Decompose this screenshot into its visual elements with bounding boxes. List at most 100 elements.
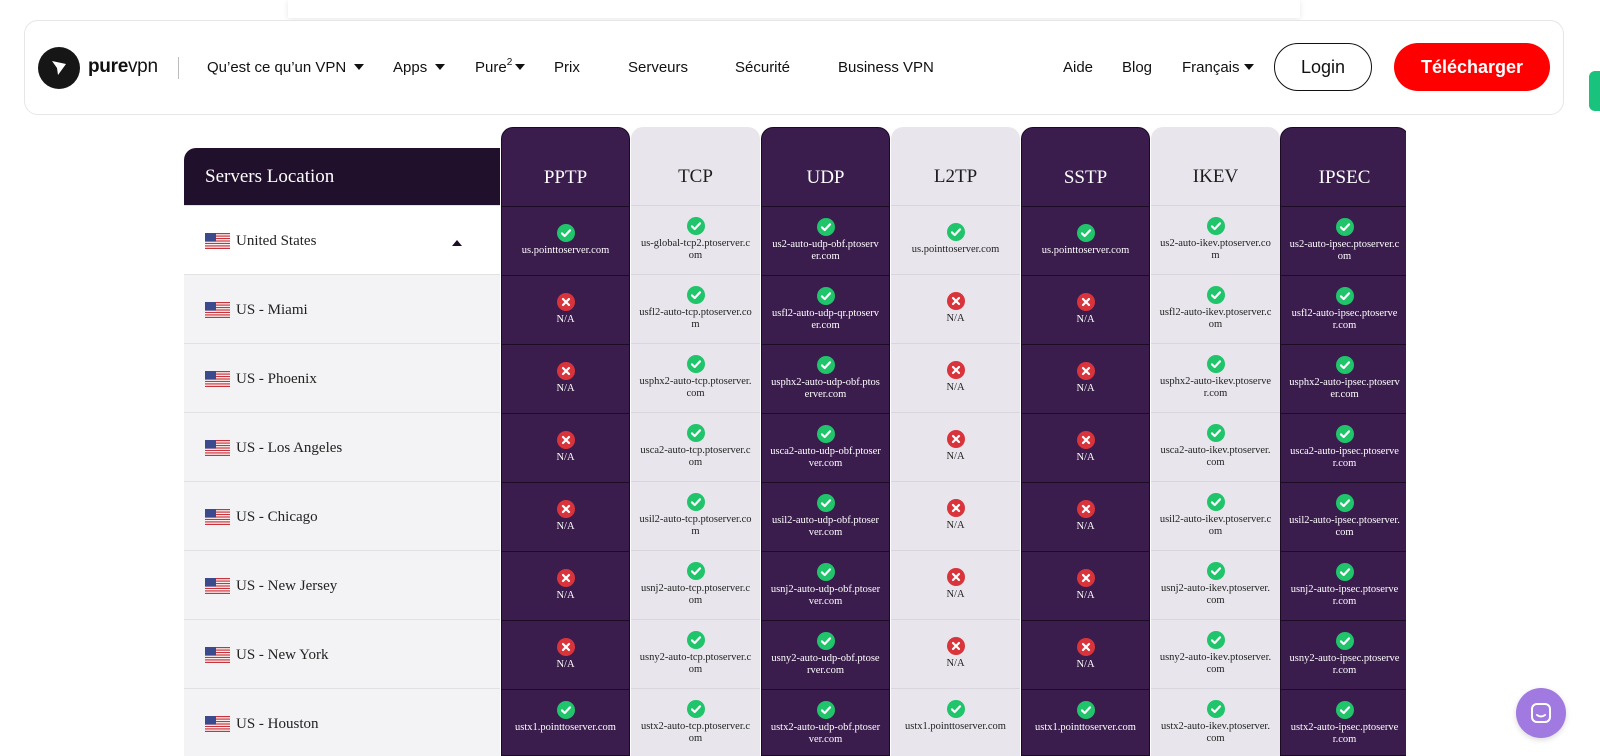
protocol-column-title: TCP	[678, 166, 713, 187]
protocol-column-title: SSTP	[1063, 167, 1108, 188]
check-circle-icon	[816, 494, 835, 512]
nav-item-label: Qu’est ce qu’un VPN	[207, 59, 347, 76]
server-cell: usny2-auto-ipsec.ptoserver.com	[1281, 620, 1406, 689]
location-row[interactable]: US - Miami	[184, 274, 500, 343]
server-hostname: usnj2-auto-udp-obf.ptoserver.com	[770, 584, 881, 607]
nav-item-label: Sécurité	[735, 59, 791, 76]
protocol-column-ikev: IKEV us2-auto-ikev.ptoserver.com usfl2-aut…	[1151, 127, 1280, 756]
nav-item-servers[interactable]: Serveurs	[628, 59, 688, 76]
location-row[interactable]: US - New Jersey	[184, 550, 500, 619]
check-circle-icon	[946, 223, 965, 241]
location-name: US - Phoenix	[236, 371, 317, 387]
server-hostname: usca2-auto-ipsec.ptoserver.com	[1290, 446, 1399, 469]
protocol-column-pptp: PPTP us.pointtoserver.com N/A N/A N/A N/A N/A N…	[501, 127, 630, 756]
check-circle-icon	[556, 224, 575, 242]
nav-item-what-is-vpn[interactable]: Qu’est ce qu’un VPN	[207, 59, 365, 76]
caret-down-icon	[354, 64, 365, 70]
server-cell: ustx2-auto-udp-obf.ptoserver.com	[762, 689, 889, 755]
server-hostname: usny2-auto-udp-obf.ptoserver.com	[771, 653, 880, 676]
server-hostname: usny2-auto-ipsec.ptoserver.com	[1289, 653, 1400, 676]
server-cell: N/A	[1022, 482, 1149, 551]
x-circle-icon	[556, 362, 575, 380]
check-circle-icon	[1335, 218, 1354, 236]
nav-item-apps[interactable]: Apps	[393, 59, 446, 76]
server-cell: usil2-auto-ipsec.ptoserver.com	[1281, 482, 1406, 551]
server-cell: usil2-auto-ikev.ptoserver.com	[1151, 481, 1280, 550]
server-cell: us.pointtoserver.com	[891, 205, 1020, 274]
server-cell: ustx2-auto-tcp.ptoserver.com	[631, 688, 760, 756]
check-circle-icon	[686, 424, 705, 442]
x-circle-icon	[946, 361, 965, 379]
collapse-caret-icon[interactable]	[452, 240, 462, 246]
x-circle-icon	[1076, 569, 1095, 587]
purevpn-logo-icon[interactable]	[38, 47, 80, 89]
check-circle-icon	[816, 425, 835, 443]
chat-launcher-button[interactable]	[1516, 688, 1566, 738]
us-flag-icon	[205, 233, 230, 249]
server-hostname: usca2-auto-udp-obf.ptoserver.com	[770, 446, 881, 469]
server-cell: usnj2-auto-ipsec.ptoserver.com	[1281, 551, 1406, 620]
protocol-column-sstp: SSTP us.pointtoserver.com N/A N/A N/A N/A N/A N…	[1021, 127, 1150, 756]
server-hostname: N/A	[946, 382, 965, 393]
navbar: purevpn Qu’est ce qu’un VPN Apps Pure2 P…	[24, 20, 1564, 115]
caret-down-icon	[515, 64, 526, 70]
location-row[interactable]: US - Los Angeles	[184, 412, 500, 481]
us-flag-icon	[205, 371, 230, 387]
check-circle-icon	[686, 217, 705, 235]
location-row[interactable]: United States	[184, 205, 500, 274]
check-circle-icon	[1206, 217, 1225, 235]
server-hostname: N/A	[556, 314, 575, 325]
server-cell: N/A	[1022, 620, 1149, 689]
server-hostname: ustx2-auto-ipsec.ptoserver.com	[1290, 722, 1399, 745]
server-hostname: usil2-auto-ipsec.ptoserver.com	[1289, 515, 1400, 538]
server-cell: N/A	[891, 550, 1020, 619]
nav-item-help[interactable]: Aide	[1063, 59, 1093, 76]
check-circle-icon	[816, 701, 835, 719]
language-label: Français	[1182, 59, 1240, 76]
server-hostname: N/A	[1076, 452, 1095, 463]
server-hostname: N/A	[1076, 383, 1095, 394]
download-button[interactable]: Télécharger	[1394, 43, 1550, 91]
nav-item-pricing[interactable]: Prix	[554, 59, 580, 76]
login-button[interactable]: Login	[1274, 43, 1372, 91]
nav-item-label: Blog	[1122, 59, 1153, 76]
language-selector[interactable]: Français	[1182, 59, 1254, 76]
location-row[interactable]: US - Houston	[184, 688, 500, 756]
nav-item-business-vpn[interactable]: Business VPN	[838, 59, 934, 76]
server-hostname: usca2-auto-ikev.ptoserver.com	[1160, 445, 1271, 468]
x-circle-icon	[946, 499, 965, 517]
x-circle-icon	[1076, 293, 1095, 311]
location-row[interactable]: US - New York	[184, 619, 500, 688]
location-row[interactable]: US - Chicago	[184, 481, 500, 550]
nav-item-security[interactable]: Sécurité	[735, 59, 790, 76]
check-circle-icon	[686, 355, 705, 373]
server-hostname: N/A	[1076, 314, 1095, 325]
nav-item-pure2[interactable]: Pure2	[475, 57, 526, 76]
server-hostname: usfl2-auto-ikev.ptoserver.com	[1159, 307, 1272, 330]
server-hostname: us.pointtoserver.com	[521, 245, 610, 256]
protocol-column-title: UDP	[806, 167, 845, 188]
server-hostname: N/A	[556, 452, 575, 463]
nav-item-label: Aide	[1063, 59, 1094, 76]
location-row[interactable]: US - Phoenix	[184, 343, 500, 412]
server-cell: us-global-tcp2.ptoserver.com	[631, 205, 760, 274]
check-circle-icon	[816, 218, 835, 236]
server-cell: usfl2-auto-ikev.ptoserver.com	[1151, 274, 1280, 343]
location-name: US - Chicago	[236, 509, 318, 525]
server-hostname: usphx2-auto-tcp.ptoserver.com	[639, 376, 752, 399]
scrollbar-thumb[interactable]	[1589, 71, 1600, 111]
server-cell: usnj2-auto-udp-obf.ptoserver.com	[762, 551, 889, 620]
server-cell: usca2-auto-ipsec.ptoserver.com	[1281, 413, 1406, 482]
server-cell: us2-auto-ikev.ptoserver.com	[1151, 205, 1280, 274]
server-cell: usca2-auto-tcp.ptoserver.com	[631, 412, 760, 481]
server-hostname: usfl2-auto-ipsec.ptoserver.com	[1291, 308, 1398, 331]
top-card-edge	[288, 0, 1300, 18]
servers-location-title: Servers Location	[205, 166, 335, 187]
logo-wordmark[interactable]: purevpn	[88, 56, 158, 78]
x-circle-icon	[1076, 500, 1095, 518]
nav-item-blog[interactable]: Blog	[1122, 59, 1152, 76]
nav-item-label: Business VPN	[838, 59, 934, 76]
x-circle-icon	[556, 638, 575, 656]
server-cell: usfl2-auto-tcp.ptoserver.com	[631, 274, 760, 343]
server-cell: N/A	[502, 413, 629, 482]
